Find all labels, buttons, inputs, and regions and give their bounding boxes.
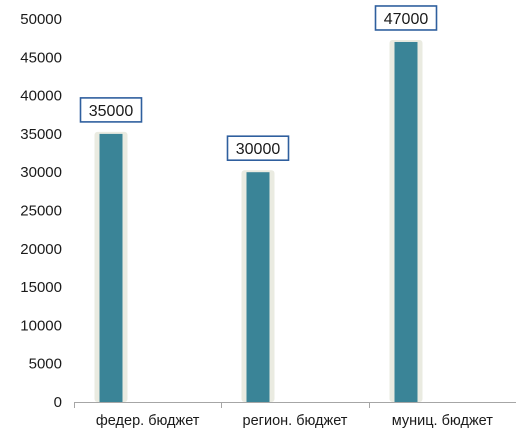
data-labels: 35000 30000 47000: [79, 5, 438, 161]
data-label-box: [374, 5, 438, 31]
data-label: 35000: [89, 103, 134, 120]
data-label: 47000: [384, 11, 429, 28]
y-tick-label: 25000: [20, 203, 62, 220]
bar: [394, 41, 418, 402]
bars: [94, 39, 423, 402]
bar: [246, 172, 270, 402]
x-tick-label: федер. бюджет: [96, 413, 200, 429]
y-tick-label: 20000: [20, 241, 62, 258]
bar: [99, 133, 123, 402]
y-tick-label: 40000: [20, 88, 62, 105]
y-axis: 0 5000 10000 15000 20000 25000 30000 35000 40000…: [20, 11, 62, 411]
y-tick-label: 45000: [20, 49, 62, 66]
y-tick-label: 15000: [20, 279, 62, 296]
y-tick-label: 50000: [20, 11, 62, 28]
y-tick-label: 35000: [20, 126, 62, 143]
x-tick-label: регион. бюджет: [243, 413, 348, 429]
data-label: 30000: [236, 141, 281, 158]
data-label-box: [226, 135, 290, 161]
y-tick-label: 5000: [29, 356, 62, 373]
data-label-box: [79, 97, 143, 123]
x-tick-label: муниц. бюджет: [392, 413, 493, 429]
y-tick-label: 30000: [20, 164, 62, 181]
y-tick-label: 0: [54, 394, 62, 411]
y-tick-label: 10000: [20, 317, 62, 334]
x-axis: федер. бюджет регион. бюджет муниц. бюджет: [74, 402, 516, 429]
